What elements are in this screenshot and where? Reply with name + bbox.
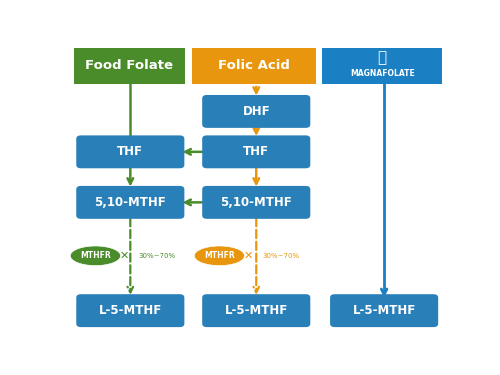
Text: L-5-MTHF: L-5-MTHF <box>352 304 416 317</box>
Text: ✕: ✕ <box>120 251 129 261</box>
Text: 5,10-MTHF: 5,10-MTHF <box>220 196 292 209</box>
Text: ✕: ✕ <box>244 251 253 261</box>
FancyBboxPatch shape <box>202 95 310 128</box>
Ellipse shape <box>194 246 244 266</box>
FancyBboxPatch shape <box>76 186 184 219</box>
Ellipse shape <box>70 246 120 266</box>
Text: THF: THF <box>118 146 144 158</box>
Text: MTHFR: MTHFR <box>204 251 235 260</box>
Text: MTHFR: MTHFR <box>80 251 111 260</box>
Text: 30%~70%: 30%~70% <box>139 253 176 259</box>
FancyBboxPatch shape <box>330 294 438 327</box>
FancyBboxPatch shape <box>322 48 442 84</box>
FancyBboxPatch shape <box>76 294 184 327</box>
Text: L-5-MTHF: L-5-MTHF <box>98 304 162 317</box>
Text: Folic Acid: Folic Acid <box>218 59 290 72</box>
Text: MAGNAFOLATE: MAGNAFOLATE <box>350 69 414 78</box>
Text: DHF: DHF <box>242 105 270 118</box>
FancyBboxPatch shape <box>74 48 184 84</box>
Text: 5,10-MTHF: 5,10-MTHF <box>94 196 166 209</box>
Text: THF: THF <box>243 146 269 158</box>
Text: 30%~70%: 30%~70% <box>263 253 300 259</box>
FancyBboxPatch shape <box>202 135 310 168</box>
FancyBboxPatch shape <box>202 294 310 327</box>
Text: 🐬: 🐬 <box>378 51 387 66</box>
Text: Food Folate: Food Folate <box>86 59 174 72</box>
Text: L-5-MTHF: L-5-MTHF <box>224 304 288 317</box>
FancyBboxPatch shape <box>192 48 316 84</box>
FancyBboxPatch shape <box>202 186 310 219</box>
FancyBboxPatch shape <box>76 135 184 168</box>
